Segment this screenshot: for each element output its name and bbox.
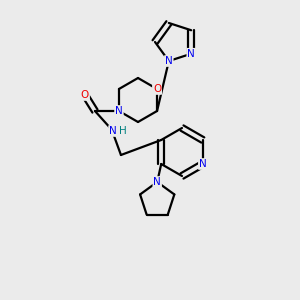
Text: N: N	[115, 106, 123, 116]
Text: N: N	[187, 49, 195, 59]
Text: O: O	[81, 90, 89, 100]
Text: N: N	[153, 177, 161, 187]
Text: H: H	[119, 126, 127, 136]
Text: O: O	[153, 84, 161, 94]
Text: N: N	[165, 56, 173, 66]
Text: N: N	[199, 159, 207, 169]
Text: N: N	[109, 126, 117, 136]
